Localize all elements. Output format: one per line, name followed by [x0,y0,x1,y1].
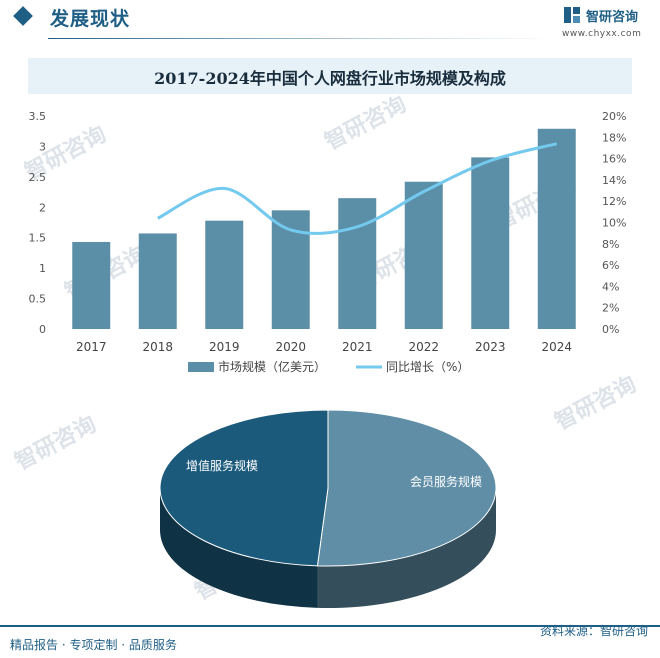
bar-2022 [404,181,443,329]
legend-label-bar: 市场规模（亿美元） [218,359,326,374]
bar-2020 [271,210,310,329]
combo-chart: 0 0.5 1 1.5 2 2.5 3 3.5 0% 2% 4% 6% 8% 10% 12% 14% 16% 18… [29,110,627,374]
bar-2023 [471,157,510,329]
x-tick-label: 2023 [475,340,506,354]
x-tick-label: 2018 [142,340,173,354]
pie-label-0: 增值服务规模 [186,458,258,473]
y-right-tick: 4% [602,280,619,293]
y-left-tick: 2 [39,201,46,214]
page-header: 发展现状 智研咨询 www.chyxx.com [0,0,660,48]
x-tick-label: 2017 [76,340,107,354]
y-left-tick: 0 [39,323,46,336]
pie-label-1: 会员服务规模 [410,474,482,489]
x-tick-label: 2020 [275,340,306,354]
bar-2021 [338,198,377,329]
section-title: 发展现状 [50,8,131,30]
footer-divider [0,625,660,627]
y-left-tick: 0.5 [29,293,47,306]
y-right-tick: 8% [602,238,619,251]
bar-2019 [205,220,244,329]
y-left-tick: 3 [39,140,46,153]
y-right-tick: 18% [602,131,626,144]
growth-line [157,142,558,235]
x-tick-label: 2019 [209,340,240,354]
bar-2018 [138,233,177,329]
legend-label-line: 同比增长（%） [386,360,469,374]
header-divider [48,38,556,39]
y-right-tick: 6% [602,259,619,272]
brand-logo-icon [564,7,580,23]
y-right-tick: 16% [602,153,626,166]
bar-2024 [537,128,576,329]
legend-swatch-bar [188,362,214,372]
x-tick-label: 2024 [541,340,572,354]
pie-side-0-0 [160,488,318,608]
pie-slice-1 [316,409,497,567]
y-right-tick: 12% [602,195,626,208]
y-right-tick: 0% [602,323,619,336]
y-right-tick: 20% [602,110,626,123]
pie-slice-0 [159,409,329,567]
x-tick-label: 2021 [342,340,373,354]
y-right-tick: 14% [602,174,626,187]
brand-url[interactable]: www.chyxx.com [562,29,642,39]
x-tick-label: 2022 [408,340,439,354]
pie-side-1-0 [317,488,496,608]
chart-title-bar: 2017-2024年中国个人网盘行业市场规模及构成 [28,58,632,94]
footer-tagline: 精品报告 · 专项定制 · 品质服务 [10,638,177,652]
y-left-tick: 3.5 [29,110,47,123]
y-left-tick: 1.5 [29,232,47,245]
y-right-tick: 2% [602,302,619,315]
y-left-tick: 1 [39,262,46,275]
y-left-tick: 2.5 [29,171,47,184]
y-right-tick: 10% [602,217,626,230]
chart-title: 2017-2024年中国个人网盘行业市场规模及构成 [154,69,506,88]
brand-name: 智研咨询 [586,10,639,25]
bar-2017 [72,241,111,329]
source-note: 资料来源：智研咨询 [539,624,648,638]
